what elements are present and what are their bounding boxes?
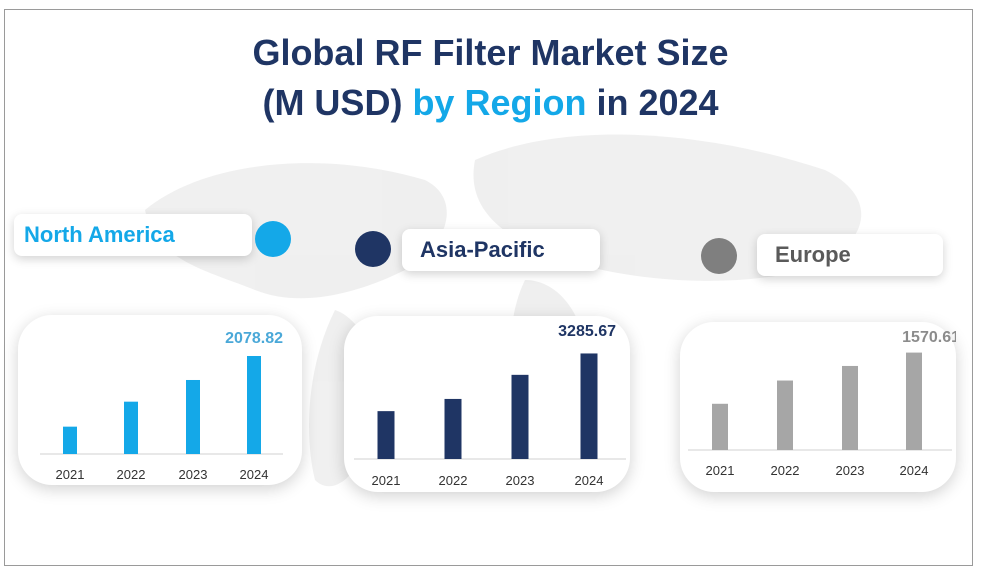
x-tick-label-asia-pacific-2021: 2021 xyxy=(372,473,401,488)
chart-card-asia-pacific: 2021 2022 2023 2024 3285.67 xyxy=(344,316,630,492)
data-label-north-america-2024: 2078.82 xyxy=(225,330,283,347)
region-name-asia-pacific: Asia-Pacific xyxy=(420,237,545,262)
bar-chart-asia-pacific: 2021 2022 2023 2024 3285.67 xyxy=(354,323,626,488)
bar-chart-north-america: 2021 2022 2023 2024 2078.82 xyxy=(40,330,283,482)
x-tick-label-north-america-2021: 2021 xyxy=(56,467,85,482)
title-line-2: (M USD) by Region in 2024 xyxy=(0,78,981,128)
title-line-1: Global RF Filter Market Size xyxy=(252,32,729,73)
title-line-2-part-2: in 2024 xyxy=(586,82,719,123)
x-tick-label-europe-2023: 2023 xyxy=(836,463,865,478)
region-dot-europe xyxy=(701,238,737,274)
x-tick-label-europe-2021: 2021 xyxy=(706,463,735,478)
x-tick-label-asia-pacific-2023: 2023 xyxy=(506,473,535,488)
region-dot-north-america xyxy=(255,221,291,257)
x-tick-label-asia-pacific-2022: 2022 xyxy=(439,473,468,488)
chart-card-europe: 2021 2022 2023 2024 1570.61 xyxy=(680,322,956,492)
x-tick-label-north-america-2023: 2023 xyxy=(179,467,208,482)
x-tick-label-north-america-2022: 2022 xyxy=(117,467,146,482)
bar-europe-2021 xyxy=(712,403,728,450)
bar-north-america-2023 xyxy=(186,379,200,454)
bar-europe-2024 xyxy=(906,352,922,450)
x-tick-label-europe-2024: 2024 xyxy=(900,463,929,478)
bar-asia-pacific-2021 xyxy=(377,411,395,459)
bar-north-america-2022 xyxy=(124,401,138,454)
chart-card-north-america: 2021 2022 2023 2024 2078.82 xyxy=(18,315,302,485)
title-line-2-part-1: (M USD) xyxy=(262,82,413,123)
chart-title: Global RF Filter Market Size (M USD) by … xyxy=(0,28,981,128)
bar-north-america-2024 xyxy=(247,355,261,454)
region-label-asia-pacific: Asia-Pacific xyxy=(402,229,600,271)
region-label-north-america: North America xyxy=(14,214,252,256)
region-name-europe: Europe xyxy=(775,242,851,267)
bar-europe-2022 xyxy=(777,380,793,450)
data-label-asia-pacific-2024: 3285.67 xyxy=(558,323,616,340)
bar-north-america-2021 xyxy=(63,426,77,454)
region-dot-asia-pacific xyxy=(355,231,391,267)
x-tick-label-europe-2022: 2022 xyxy=(771,463,800,478)
x-tick-label-asia-pacific-2024: 2024 xyxy=(575,473,604,488)
title-accent: by Region xyxy=(412,82,587,123)
bar-chart-europe: 2021 2022 2023 2024 1570.61 xyxy=(688,329,956,478)
region-label-europe: Europe xyxy=(757,234,943,276)
bar-asia-pacific-2024 xyxy=(580,353,598,459)
region-name-north-america: North America xyxy=(24,222,175,247)
bar-europe-2023 xyxy=(842,365,858,450)
x-tick-label-north-america-2024: 2024 xyxy=(240,467,269,482)
data-label-europe-2024: 1570.61 xyxy=(902,329,956,346)
bar-asia-pacific-2022 xyxy=(444,398,462,459)
bar-asia-pacific-2023 xyxy=(511,374,529,459)
